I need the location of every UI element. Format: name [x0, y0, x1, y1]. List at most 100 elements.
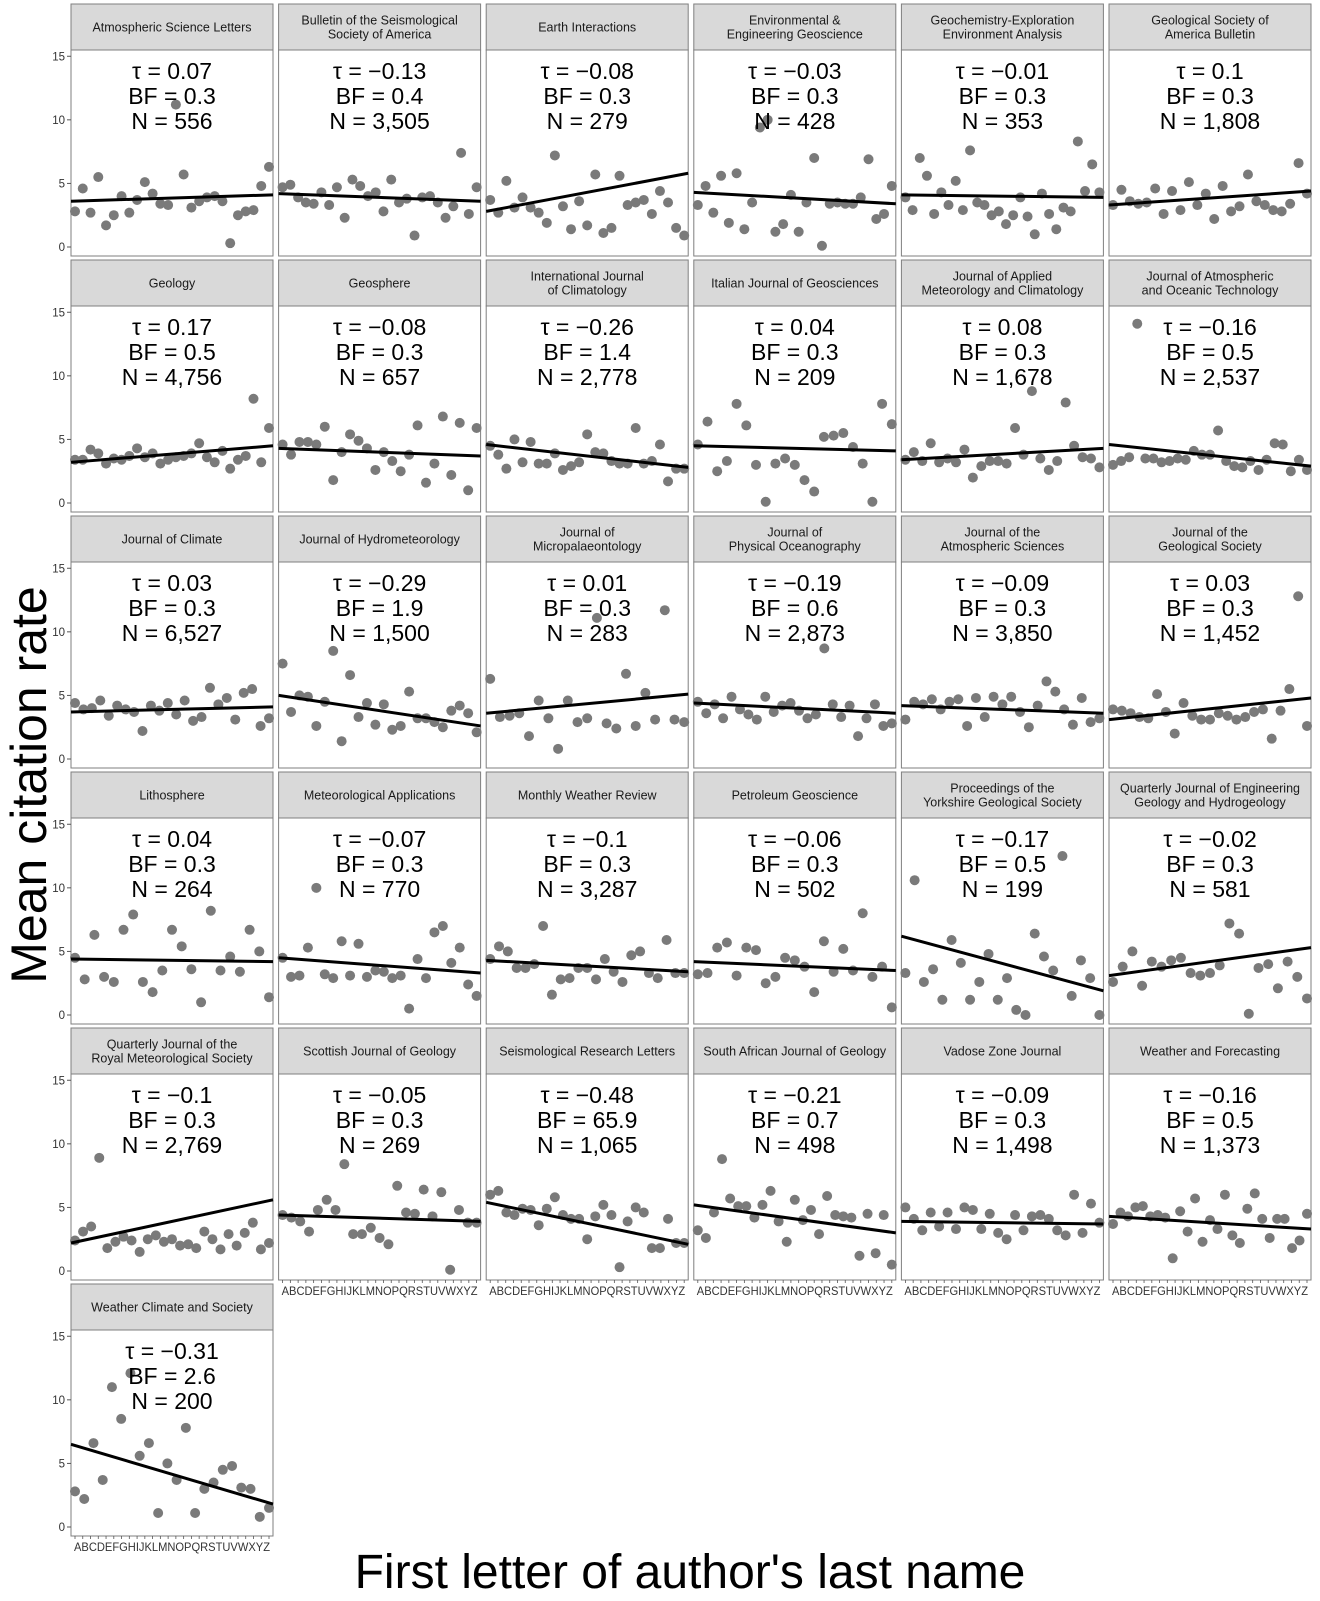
y-tick-label: 0 — [59, 1522, 65, 1534]
facet-strip — [693, 3, 897, 51]
data-point — [525, 202, 536, 213]
data-point — [951, 457, 962, 468]
data-point — [1293, 591, 1304, 602]
data-point — [79, 1494, 90, 1505]
data-point — [509, 434, 520, 445]
facet-panel: Weather Climate and Society 0 5 10 15 ABCDEFG… — [52, 1283, 274, 1554]
data-point — [743, 709, 754, 720]
data-point — [395, 466, 406, 477]
data-point — [862, 1208, 873, 1219]
data-point — [158, 1236, 169, 1247]
data-point — [1234, 928, 1245, 939]
data-point — [209, 457, 220, 468]
data-point — [1094, 713, 1105, 724]
facet-title: Journal of the — [1172, 526, 1248, 540]
data-point — [1127, 946, 1138, 957]
data-point — [857, 458, 868, 469]
data-point — [723, 217, 734, 228]
data-point — [751, 945, 761, 956]
panel-area — [70, 305, 274, 513]
data-point — [93, 448, 104, 459]
data-point — [365, 1222, 376, 1233]
data-point — [827, 699, 838, 710]
data-point — [967, 1204, 978, 1215]
data-point — [725, 1193, 736, 1204]
data-point — [1152, 689, 1163, 700]
data-point — [661, 934, 672, 945]
data-point — [1294, 1235, 1305, 1246]
data-point — [731, 398, 742, 409]
data-point — [1272, 1213, 1283, 1224]
data-point — [900, 1202, 911, 1213]
trend-line — [278, 446, 481, 458]
data-point — [1272, 983, 1283, 994]
trend-line — [693, 960, 896, 972]
data-point — [180, 1422, 191, 1433]
bf-label: BF = 0.3 — [128, 595, 216, 621]
data-point — [1117, 961, 1128, 972]
y-tick-label: 10 — [52, 627, 65, 639]
data-point — [1172, 453, 1183, 464]
data-point — [1002, 973, 1013, 984]
data-point — [328, 973, 339, 984]
data-point — [638, 1207, 649, 1218]
y-tick-label: 5 — [59, 690, 65, 702]
facet-strip — [485, 771, 689, 819]
data-point — [574, 196, 585, 207]
data-point — [1052, 1225, 1063, 1236]
trend-line — [693, 701, 896, 715]
data-point — [387, 456, 398, 467]
tau-label: τ = −0.08 — [540, 58, 634, 84]
data-point — [1183, 177, 1194, 188]
data-point — [708, 1207, 719, 1218]
facet-title: and Oceanic Technology — [1142, 284, 1279, 298]
data-point — [1069, 440, 1080, 451]
tau-label: τ = −0.48 — [540, 1082, 634, 1108]
data-point — [277, 658, 288, 669]
panel-area — [900, 817, 1104, 1025]
trend-line — [1108, 946, 1312, 978]
n-label: N = 2,778 — [537, 364, 637, 390]
n-label: N = 1,065 — [537, 1132, 637, 1158]
data-point — [844, 700, 855, 711]
data-point — [1094, 462, 1105, 473]
data-point — [863, 154, 874, 165]
data-point — [1251, 196, 1262, 207]
data-point — [395, 970, 406, 981]
data-point — [511, 962, 522, 973]
data-point — [692, 200, 703, 211]
data-point — [900, 968, 911, 979]
data-point — [1057, 851, 1068, 862]
data-point — [99, 971, 110, 982]
data-point — [88, 1438, 99, 1449]
data-point — [504, 710, 515, 721]
data-point — [692, 969, 703, 980]
facet-title: Atmospheric Science Letters — [92, 21, 251, 35]
data-point — [1185, 968, 1196, 979]
data-point — [463, 708, 474, 719]
x-tick-labels: ABCDEFGHIJKLMNOPQRSTUVWXYZ — [282, 1284, 478, 1298]
data-point — [591, 612, 602, 623]
data-point — [236, 1482, 247, 1493]
data-point — [731, 970, 742, 981]
data-point — [606, 1210, 617, 1221]
facet-strip — [1108, 1027, 1312, 1075]
data-point — [124, 207, 135, 218]
data-point — [300, 197, 311, 208]
facet-strip — [278, 259, 482, 307]
data-point — [401, 1207, 412, 1218]
data-point — [223, 1229, 234, 1240]
data-point — [330, 1204, 341, 1215]
data-point — [502, 946, 513, 957]
data-point — [95, 695, 106, 706]
data-point — [448, 201, 459, 212]
data-point — [909, 875, 920, 886]
x-axis-title: First letter of author's last name — [355, 1546, 1026, 1599]
data-point — [147, 188, 158, 199]
n-label: N = 1,500 — [329, 620, 429, 646]
data-point — [77, 183, 88, 194]
data-point — [654, 439, 665, 450]
data-point — [453, 1204, 464, 1215]
data-point — [601, 718, 612, 729]
